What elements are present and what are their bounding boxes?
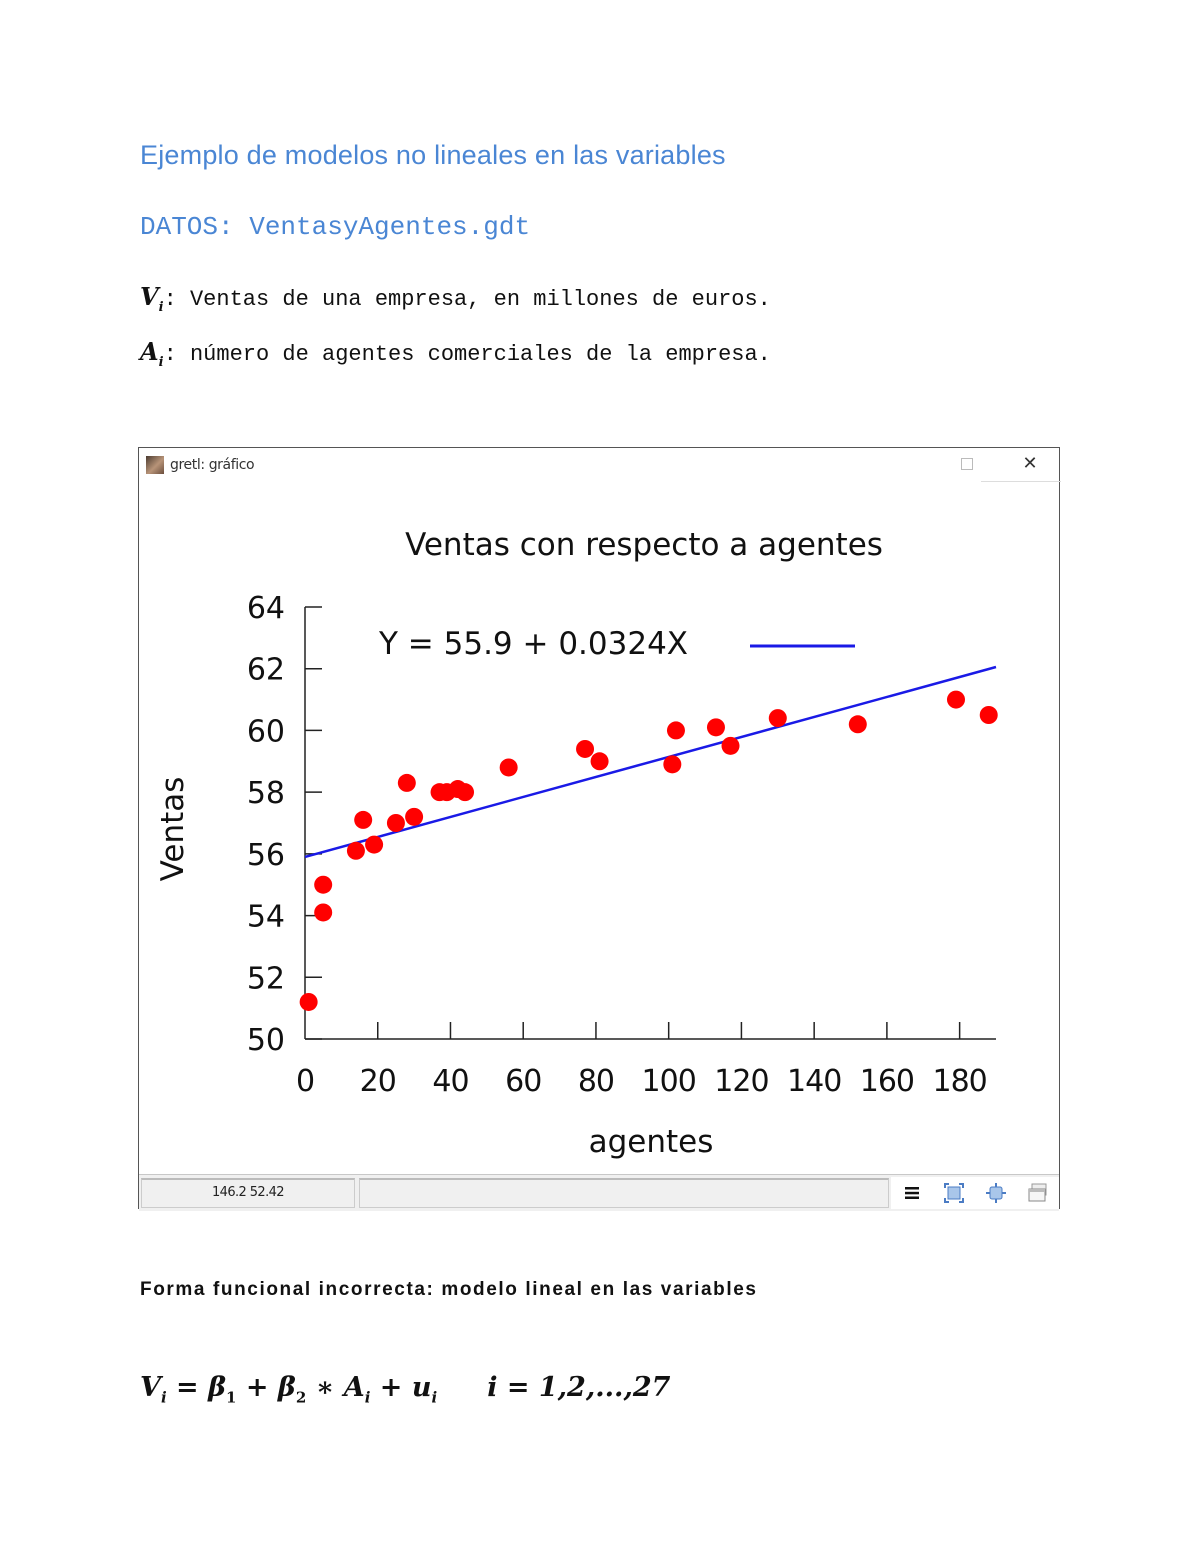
data-point bbox=[314, 903, 333, 922]
svg-text:60: 60 bbox=[505, 1064, 541, 1099]
data-point bbox=[590, 752, 609, 771]
svg-text:52: 52 bbox=[247, 961, 285, 996]
data-point bbox=[848, 715, 867, 734]
data-point bbox=[946, 690, 965, 709]
menu-icon bbox=[905, 1187, 919, 1199]
status-message-area bbox=[359, 1178, 889, 1208]
definition-agentes: Ai: número de agentes comerciales de la … bbox=[140, 337, 771, 370]
svg-text:100: 100 bbox=[642, 1064, 696, 1099]
definition-text: : Ventas de una empresa, en millones de … bbox=[163, 287, 771, 312]
plot-axes: 50 52 54 56 58 60 62 64 0 20 40 60 80 100 120 140 160 180 bbox=[247, 591, 996, 1099]
svg-text:20: 20 bbox=[360, 1064, 396, 1099]
symbol-v: Vi bbox=[140, 282, 164, 315]
window-title: gretl: gráfico bbox=[170, 457, 255, 473]
data-point bbox=[299, 992, 318, 1011]
data-point bbox=[666, 721, 685, 740]
cursor-coordinates: 146.2 52.42 bbox=[141, 1178, 355, 1208]
svg-text:60: 60 bbox=[247, 714, 285, 749]
maximize-button[interactable] bbox=[961, 458, 973, 470]
model-equation: Vi = β1 + β2 ∗ Ai + ui i = 1,2,...,27 bbox=[140, 1372, 671, 1407]
svg-text:50: 50 bbox=[247, 1023, 285, 1058]
data-point bbox=[576, 739, 595, 758]
svg-text:80: 80 bbox=[578, 1064, 614, 1099]
x-axis-label: agentes bbox=[589, 1124, 714, 1160]
svg-text:120: 120 bbox=[714, 1064, 768, 1099]
zoom-button[interactable] bbox=[943, 1182, 965, 1204]
data-file-label: DATOS: VentasyAgentes.gdt bbox=[140, 212, 531, 242]
menu-button[interactable] bbox=[901, 1182, 923, 1204]
windows-button[interactable] bbox=[1027, 1182, 1049, 1204]
svg-text:64: 64 bbox=[247, 591, 285, 626]
data-point bbox=[979, 706, 998, 724]
svg-text:54: 54 bbox=[247, 900, 285, 935]
windows-icon bbox=[1028, 1183, 1047, 1202]
data-point bbox=[346, 841, 365, 860]
data-point bbox=[768, 709, 787, 728]
window-titlebar[interactable]: gretl: gráfico ✕ bbox=[139, 448, 1061, 482]
chart-title: Ventas con respecto a agentes bbox=[405, 527, 883, 563]
svg-text:56: 56 bbox=[247, 838, 285, 873]
definition-ventas: Vi: Ventas de una empresa, en millones d… bbox=[140, 282, 771, 315]
document-heading: Ejemplo de modelos no lineales en las va… bbox=[140, 140, 726, 170]
symbol-a: Ai bbox=[140, 337, 164, 370]
svg-text:180: 180 bbox=[932, 1064, 986, 1099]
svg-text:40: 40 bbox=[432, 1064, 468, 1099]
crosshair-icon bbox=[986, 1183, 1006, 1203]
data-point bbox=[386, 814, 405, 832]
data-point bbox=[663, 755, 682, 774]
chart-legend: Y = 55.9 + 0.0324X bbox=[378, 626, 855, 662]
index-range: i = 1,2,...,27 bbox=[487, 1372, 671, 1403]
crosshair-button[interactable] bbox=[985, 1182, 1007, 1204]
data-point bbox=[397, 773, 416, 792]
legend-label: Y = 55.9 + 0.0324X bbox=[378, 626, 688, 662]
data-points bbox=[299, 690, 998, 1011]
svg-text:160: 160 bbox=[860, 1064, 914, 1099]
data-point bbox=[456, 783, 475, 802]
scatter-plot[interactable]: Ventas con respecto a agentes 50 52 54 56 58… bbox=[139, 482, 1059, 1174]
data-point bbox=[365, 835, 384, 854]
titlebar-divider bbox=[981, 481, 1061, 482]
regression-line bbox=[304, 665, 997, 859]
data-point bbox=[721, 736, 740, 755]
svg-text:140: 140 bbox=[787, 1064, 841, 1099]
definition-text: : número de agentes comerciales de la em… bbox=[163, 342, 771, 367]
section-title: Forma funcional incorrecta: modelo linea… bbox=[140, 1279, 758, 1300]
close-icon: ✕ bbox=[1022, 453, 1038, 474]
data-point bbox=[354, 810, 373, 829]
gretl-app-icon bbox=[146, 456, 164, 474]
plot-toolbar bbox=[891, 1177, 1059, 1209]
status-bar: 146.2 52.42 bbox=[139, 1174, 1059, 1211]
data-point bbox=[405, 807, 424, 826]
svg-text:58: 58 bbox=[247, 776, 285, 811]
gretl-graph-window: gretl: gráfico ✕ Ventas con respecto a a… bbox=[138, 447, 1061, 1211]
svg-text:62: 62 bbox=[247, 653, 285, 688]
data-point bbox=[706, 718, 725, 737]
svg-text:0: 0 bbox=[296, 1064, 314, 1099]
zoom-icon bbox=[944, 1183, 964, 1203]
data-point bbox=[314, 875, 333, 894]
close-button[interactable]: ✕ bbox=[1015, 452, 1045, 476]
data-point bbox=[499, 758, 518, 777]
y-axis-label: Ventas bbox=[155, 777, 191, 882]
